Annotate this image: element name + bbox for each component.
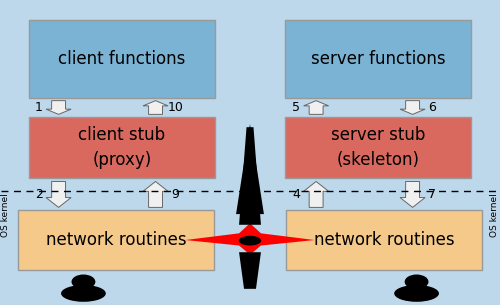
Polygon shape <box>186 223 314 255</box>
Text: OS kernel: OS kernel <box>1 193 10 237</box>
Text: network routines: network routines <box>314 231 454 249</box>
Text: 7: 7 <box>428 188 436 201</box>
Text: 9: 9 <box>172 188 179 201</box>
Text: 4: 4 <box>292 188 300 201</box>
FancyBboxPatch shape <box>18 210 214 270</box>
Polygon shape <box>239 252 261 289</box>
FancyArrow shape <box>143 181 168 207</box>
FancyArrow shape <box>46 101 71 114</box>
FancyBboxPatch shape <box>285 117 472 178</box>
Text: 5: 5 <box>292 101 300 114</box>
FancyBboxPatch shape <box>285 20 472 98</box>
Text: 1: 1 <box>35 101 42 114</box>
Ellipse shape <box>394 285 439 302</box>
Text: server stub
(skeleton): server stub (skeleton) <box>331 127 425 169</box>
FancyArrow shape <box>304 181 328 207</box>
Text: client stub
(proxy): client stub (proxy) <box>78 127 166 169</box>
Text: 6: 6 <box>428 101 436 114</box>
Ellipse shape <box>61 285 106 302</box>
FancyArrow shape <box>400 101 425 114</box>
Text: OS kernel: OS kernel <box>490 193 499 237</box>
FancyArrow shape <box>400 181 425 207</box>
Text: client functions: client functions <box>58 50 186 68</box>
Polygon shape <box>239 127 261 225</box>
FancyBboxPatch shape <box>286 210 482 270</box>
Text: network routines: network routines <box>46 231 186 249</box>
Text: 2: 2 <box>35 188 42 201</box>
Ellipse shape <box>239 236 261 246</box>
FancyBboxPatch shape <box>28 117 215 178</box>
Polygon shape <box>236 124 264 214</box>
FancyArrow shape <box>143 101 168 114</box>
FancyBboxPatch shape <box>28 20 215 98</box>
Circle shape <box>72 274 96 289</box>
FancyArrow shape <box>46 181 71 207</box>
Text: server functions: server functions <box>310 50 446 68</box>
FancyArrow shape <box>304 101 328 114</box>
Circle shape <box>404 274 428 289</box>
Text: 10: 10 <box>168 101 184 114</box>
